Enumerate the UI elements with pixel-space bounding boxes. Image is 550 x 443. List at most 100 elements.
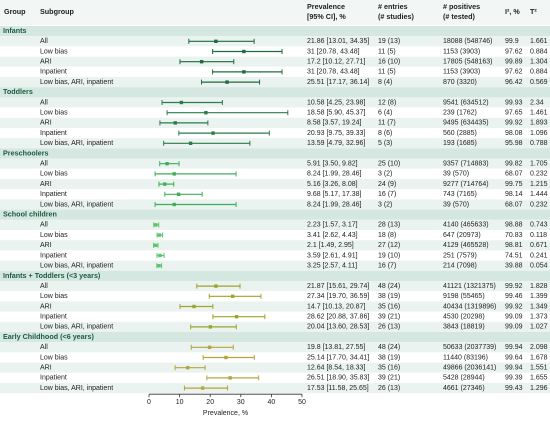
estimate-marker — [234, 315, 239, 319]
positives-cell: 9198 (55465) — [443, 293, 485, 300]
entries-cell: 26 (13) — [378, 324, 400, 331]
subgroup-label: ARI — [40, 242, 52, 249]
header-group: Group — [4, 7, 26, 16]
entries-cell: 6 (4) — [378, 110, 392, 117]
header-entries: # entries — [378, 2, 408, 11]
row-bg — [0, 199, 550, 210]
prevalence-cell: 26.51 [18.90, 35.83] — [307, 375, 369, 382]
tau2-cell: 0.671 — [530, 242, 548, 249]
prevalence-cell: 8.24 [1.99, 28.46] — [307, 171, 362, 178]
positives-cell: 214 (7098) — [443, 263, 477, 270]
estimate-marker — [173, 121, 177, 125]
estimate-marker — [153, 243, 158, 247]
positives-cell: 50633 (2037739) — [443, 344, 496, 351]
header-subgroup: Subgroup — [40, 7, 75, 16]
positives-cell: 9357 (714883) — [443, 161, 489, 168]
row-bg — [0, 179, 550, 190]
positives-cell: 1153 (3903) — [443, 69, 480, 76]
entries-cell: 24 (9) — [378, 181, 396, 188]
tau2-cell: 0.118 — [530, 232, 547, 239]
estimate-marker — [224, 355, 228, 360]
positives-cell: 1153 (3903) — [443, 48, 480, 55]
group-label: Preschoolers — [3, 148, 49, 157]
positives-cell: 743 (7165) — [443, 191, 477, 198]
i2-cell: 99.46 — [505, 293, 523, 300]
estimate-marker — [228, 376, 232, 380]
entries-cell: 19 (13) — [378, 38, 400, 45]
entries-cell: 39 (21) — [378, 375, 400, 382]
row-bg — [0, 168, 550, 179]
row-bg — [0, 383, 550, 394]
header-entries: (# studies) — [378, 12, 415, 21]
group-label: Early Childhood (<6 years) — [3, 332, 94, 341]
subgroup-label: Low bias, ARI, inpatient — [40, 140, 113, 147]
tau2-cell: 1.304 — [530, 59, 548, 66]
row-bg — [0, 56, 550, 67]
entries-cell: 8 (6) — [378, 130, 392, 137]
i2-cell: 99.94 — [505, 365, 523, 372]
group-row-bg — [0, 87, 550, 98]
entries-cell: 16 (10) — [378, 59, 400, 66]
positives-cell: 39 (570) — [443, 171, 469, 178]
subgroup-label: Low bias, ARI, inpatient — [40, 263, 113, 270]
header-prevalence: [95% CI], % — [307, 12, 346, 21]
entries-cell: 38 (19) — [378, 354, 400, 361]
i2-cell: 95.98 — [505, 140, 523, 147]
positives-cell: 9277 (714764) — [443, 181, 489, 188]
header-i2: I², % — [505, 7, 520, 16]
tau2-cell: 1.027 — [530, 324, 548, 331]
subgroup-label: Inpatient — [40, 375, 67, 382]
prevalence-cell: 19.8 [13.81, 27.55] — [307, 344, 365, 351]
i2-cell: 98.14 — [505, 191, 523, 198]
entries-cell: 26 (13) — [378, 385, 400, 392]
subgroup-label: Inpatient — [40, 252, 67, 259]
i2-cell: 98.88 — [505, 222, 523, 229]
subgroup-label: All — [40, 222, 48, 229]
i2-cell: 99.64 — [505, 354, 523, 361]
tau2-cell: 1.661 — [530, 38, 548, 45]
estimate-marker — [172, 172, 176, 176]
prevalence-cell: 18.58 [5.90, 45.37] — [307, 110, 365, 117]
subgroup-label: Inpatient — [40, 191, 67, 198]
x-tick-label: 40 — [268, 399, 276, 406]
row-bg — [0, 352, 550, 363]
row-bg — [0, 77, 550, 88]
i2-cell: 70.83 — [505, 232, 523, 239]
subgroup-label: Inpatient — [40, 69, 67, 76]
prevalence-cell: 3.41 [2.62, 4.43] — [307, 232, 358, 239]
entries-cell: 11 (5) — [378, 69, 396, 76]
entries-cell: 19 (10) — [378, 252, 400, 259]
i2-cell: 68.07 — [505, 171, 523, 178]
row-bg — [0, 138, 550, 149]
i2-cell: 97.65 — [505, 110, 523, 117]
prevalence-cell: 27.34 [19.70, 36.59] — [307, 293, 369, 300]
i2-cell: 99.82 — [505, 161, 523, 168]
prevalence-cell: 21.87 [15.61, 29.74] — [307, 283, 369, 290]
subgroup-label: Low bias, ARI, inpatient — [40, 201, 113, 208]
entries-cell: 5 (3) — [378, 140, 392, 147]
group-row-bg — [0, 148, 550, 159]
estimate-marker — [179, 100, 184, 105]
prevalence-cell: 17.2 [10.12, 27.71] — [307, 59, 365, 66]
subgroup-label: Low bias, ARI, inpatient — [40, 79, 113, 86]
prevalence-cell: 31 [20.78, 43.48] — [307, 69, 360, 76]
prevalence-cell: 21.86 [13.01, 34.35] — [307, 38, 369, 45]
estimate-marker — [188, 141, 193, 145]
prevalence-cell: 3.25 [2.57, 4.11] — [307, 263, 357, 270]
i2-cell: 99.92 — [505, 303, 523, 310]
subgroup-label: ARI — [40, 120, 52, 127]
header-positives: (# tested) — [443, 12, 476, 21]
tau2-cell: 1.096 — [530, 130, 548, 137]
prevalence-cell: 14.7 [10.13, 20.87] — [307, 303, 365, 310]
positives-cell: 9495 (634435) — [443, 120, 489, 127]
prevalence-cell: 10.58 [4.25, 23.98] — [307, 99, 365, 106]
entries-cell: 38 (19) — [378, 293, 400, 300]
entries-cell: 8 (4) — [378, 79, 392, 86]
tau2-cell: 1.399 — [530, 293, 548, 300]
group-label: Infants + Toddlers (<3 years) — [3, 271, 101, 280]
tau2-cell: 2.34 — [530, 99, 544, 106]
positives-cell: 870 (3320) — [443, 79, 477, 86]
i2-cell: 99.93 — [505, 99, 523, 106]
prevalence-cell: 2.1 [1.49, 2.95] — [307, 242, 354, 249]
positives-cell: 3843 (18819) — [443, 324, 485, 331]
